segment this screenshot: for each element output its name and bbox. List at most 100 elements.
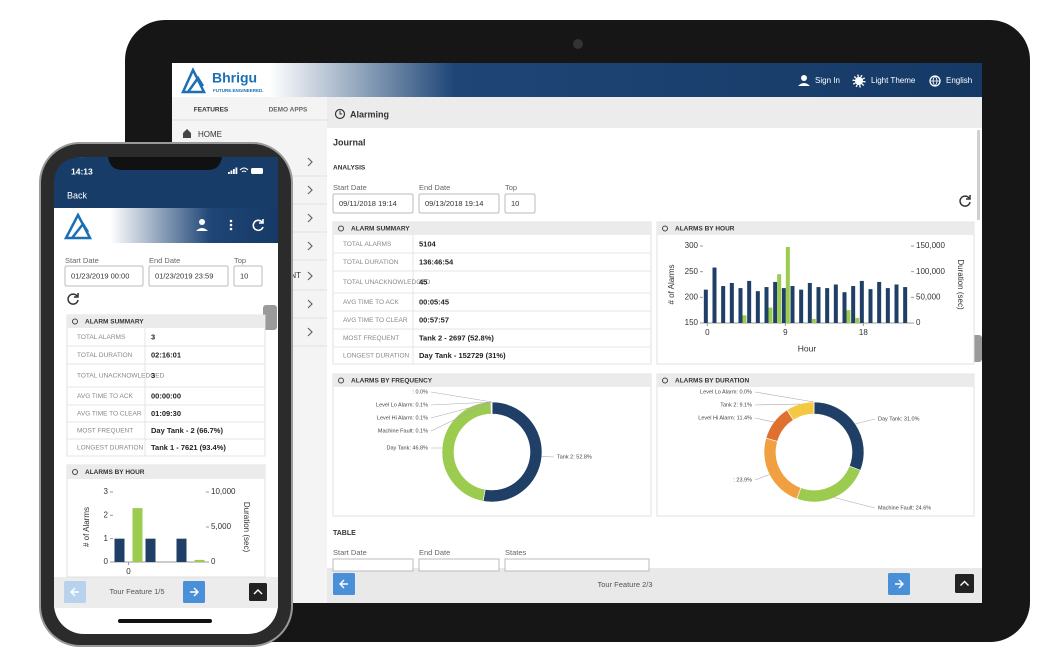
leader-line bbox=[754, 417, 774, 423]
sidebar-item: NT bbox=[290, 271, 301, 280]
summary-value: 45 bbox=[419, 277, 427, 286]
bar bbox=[194, 559, 205, 562]
panel-icon bbox=[72, 318, 78, 325]
title-bar bbox=[327, 97, 982, 128]
panel-icon bbox=[662, 377, 668, 384]
nav-button[interactable] bbox=[955, 574, 974, 593]
segment-label: Tank 2: 52.8% bbox=[557, 454, 592, 460]
tablet-footer bbox=[327, 568, 982, 603]
summary-value: Tank 1 - 7621 (93.4%) bbox=[151, 443, 226, 452]
segment-label: Level Hi Alarm: 0.1% bbox=[377, 415, 428, 421]
summary-label: TOTAL ALARMS bbox=[343, 241, 392, 248]
nav-arrow bbox=[895, 579, 904, 589]
bar bbox=[773, 281, 778, 323]
chevron[interactable] bbox=[307, 299, 313, 309]
y2-axis-label: Duration (sec) bbox=[956, 259, 965, 310]
filter-value: 10 bbox=[240, 271, 248, 280]
filter-input[interactable] bbox=[504, 193, 536, 214]
tagline: FUTURE.ENGINEERED. bbox=[213, 88, 264, 93]
home: HOME bbox=[198, 130, 222, 139]
refresh-icon[interactable] bbox=[252, 219, 264, 232]
tablet-content: Bhrigu FUTURE.ENGINEERED. Sign In Light The… bbox=[172, 70, 975, 595]
signal-bar bbox=[228, 172, 230, 174]
panel-title: ALARMS BY HOUR bbox=[675, 226, 735, 233]
filter-input[interactable] bbox=[64, 265, 144, 287]
bar bbox=[703, 289, 708, 323]
panel bbox=[656, 221, 975, 365]
table-filter-input[interactable] bbox=[332, 558, 414, 572]
filter-input[interactable] bbox=[233, 265, 263, 287]
globe-lines bbox=[930, 75, 940, 87]
table-filter-label: End Date bbox=[419, 548, 450, 557]
filter-label: Start Date bbox=[65, 256, 99, 265]
menu-dot bbox=[229, 223, 233, 227]
summary-label: LONGEST DURATION bbox=[77, 445, 144, 452]
chevron[interactable] bbox=[307, 157, 313, 167]
bar bbox=[833, 284, 838, 323]
y-axis-label: # of Alarms bbox=[82, 507, 91, 547]
y-tick-label: 3 bbox=[104, 487, 109, 496]
filter-input[interactable] bbox=[418, 193, 500, 214]
table-filter-input[interactable] bbox=[504, 558, 650, 572]
bar bbox=[799, 289, 804, 323]
nav-arrow bbox=[960, 580, 969, 586]
summary-label: MOST FREQUENT bbox=[77, 428, 133, 435]
summary-label: AVG TIME TO CLEAR bbox=[77, 411, 142, 418]
clock-icon bbox=[334, 108, 346, 120]
chevron[interactable] bbox=[307, 271, 313, 281]
summary-label: TOTAL DURATION bbox=[77, 352, 133, 359]
y2-tick-label: 150,000 bbox=[916, 241, 945, 250]
user-icon-body bbox=[798, 83, 810, 86]
back: Back bbox=[67, 190, 88, 200]
segment-label: : 0.0% bbox=[412, 389, 428, 395]
bar bbox=[855, 317, 860, 323]
panel-header bbox=[67, 465, 265, 479]
phone-header bbox=[54, 208, 278, 243]
theme: Light Theme bbox=[871, 76, 916, 85]
summary-value: Day Tank - 152729 (31%) bbox=[419, 351, 506, 360]
wifi-icon bbox=[239, 167, 249, 173]
panel-title: ALARMS BY FREQUENCY bbox=[351, 378, 433, 385]
refresh-icon[interactable] bbox=[959, 195, 971, 207]
panel bbox=[66, 314, 266, 457]
chevron[interactable] bbox=[307, 241, 313, 251]
filter-input[interactable] bbox=[148, 265, 229, 287]
sidebar-tab: DEMO APPS bbox=[269, 107, 308, 114]
filter-value: 09/13/2018 19:14 bbox=[425, 199, 483, 208]
phone-info-tab[interactable] bbox=[263, 305, 277, 330]
sidebar-tab: FEATURES bbox=[194, 107, 229, 114]
logo-icon bbox=[181, 67, 207, 94]
panel-header bbox=[333, 374, 651, 387]
summary-value: 3 bbox=[151, 332, 155, 341]
nav-arrow bbox=[253, 589, 263, 595]
chevron[interactable] bbox=[307, 185, 313, 195]
page-title: Alarming bbox=[350, 109, 389, 119]
bar bbox=[114, 538, 125, 562]
y-tick-label: 0 bbox=[104, 557, 109, 566]
filter-input[interactable] bbox=[332, 193, 414, 214]
table-filter-input[interactable] bbox=[418, 558, 500, 572]
chevron[interactable] bbox=[307, 213, 313, 223]
status-time: 14:13 bbox=[71, 166, 93, 176]
y-tick-label: 300 bbox=[685, 241, 699, 250]
user-icon[interactable] bbox=[199, 219, 205, 225]
filter-value: 09/11/2018 19:14 bbox=[339, 199, 397, 208]
y-axis-label: # of Alarms bbox=[667, 264, 676, 304]
sun-icon bbox=[852, 74, 866, 88]
summary-label: AVG TIME TO ACK bbox=[77, 393, 134, 400]
journal: Journal bbox=[333, 137, 366, 147]
status-bar bbox=[54, 157, 278, 185]
chevron[interactable] bbox=[307, 327, 313, 337]
y-tick-label: 150 bbox=[685, 318, 699, 327]
user-icon-body bbox=[196, 228, 208, 231]
leader-line bbox=[541, 456, 555, 458]
leader-line bbox=[834, 497, 876, 509]
filter-label: Top bbox=[505, 183, 517, 192]
refresh-icon[interactable] bbox=[67, 293, 79, 305]
summary-value: 3 bbox=[151, 371, 155, 380]
y2-tick-label: 0 bbox=[211, 557, 216, 566]
bar bbox=[132, 508, 143, 562]
back-bar bbox=[54, 185, 278, 208]
nav-button[interactable] bbox=[249, 583, 267, 601]
